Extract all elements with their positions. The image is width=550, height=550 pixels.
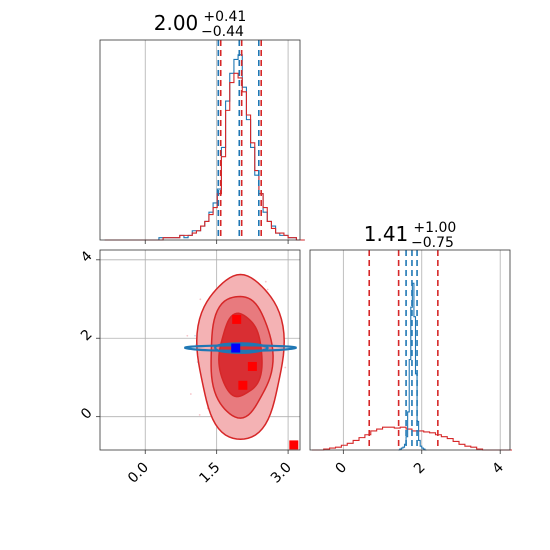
histogram-step-0 xyxy=(104,54,305,241)
y-tick-label: 2 xyxy=(78,327,96,345)
title-lower-error-bottom-right: −0.75 xyxy=(411,235,454,251)
sample-point-red xyxy=(235,452,237,454)
x-tick-label: 1.5 xyxy=(196,460,223,487)
sample-point-blue xyxy=(194,334,196,337)
histogram-step-red xyxy=(311,426,512,451)
blue-contour-level-2 xyxy=(214,342,269,354)
panel-title-top-left: 2.00 +0.41 xyxy=(154,9,247,35)
panel-frame-bottom-left xyxy=(99,249,301,451)
marginal-histogram-y: 0 2 4 xyxy=(309,249,512,478)
panel-title-bottom-right: 1.41 +1.00 xyxy=(364,220,457,246)
y-tick-label: 4 xyxy=(78,248,96,266)
y-tick-label: 0 xyxy=(78,405,96,423)
marker-square xyxy=(238,380,248,390)
x-tick-label: 2 xyxy=(411,460,429,478)
marginal-histogram-x xyxy=(99,39,305,244)
marker-square xyxy=(231,343,241,353)
blue-contour-level-1 xyxy=(184,344,297,352)
panel-frame-top-left xyxy=(99,39,301,241)
marker-square xyxy=(232,314,242,324)
panel-frame-bottom-right xyxy=(309,249,511,451)
sample-point-red xyxy=(266,288,269,291)
marker-square xyxy=(289,440,299,450)
sample-point-red xyxy=(284,366,287,369)
x-tick-label: 0.0 xyxy=(125,460,152,487)
marker-square xyxy=(247,361,257,371)
title-upper-error: +1.00 xyxy=(413,220,456,236)
x-tick-label: 4 xyxy=(489,459,507,477)
title-main: 1.41 xyxy=(364,222,409,246)
sample-point-red xyxy=(186,334,189,337)
title-main: 2.00 xyxy=(154,11,199,35)
title-lower-error-top-left: −0.44 xyxy=(201,24,244,40)
red-contour-level-3 xyxy=(218,312,263,398)
sample-point-red xyxy=(189,393,192,395)
sample-point-red xyxy=(198,413,201,416)
sample-point-red xyxy=(264,280,267,283)
title-upper-error: +0.41 xyxy=(203,9,246,25)
histogram-step-1 xyxy=(104,72,305,241)
x-tick-label: 3.0 xyxy=(268,460,295,487)
x-tick-label: 0 xyxy=(333,460,351,478)
joint-contour-plot: 0.0 1.5 3.0 0 2 4 xyxy=(78,248,301,487)
sample-point-red xyxy=(199,298,202,301)
